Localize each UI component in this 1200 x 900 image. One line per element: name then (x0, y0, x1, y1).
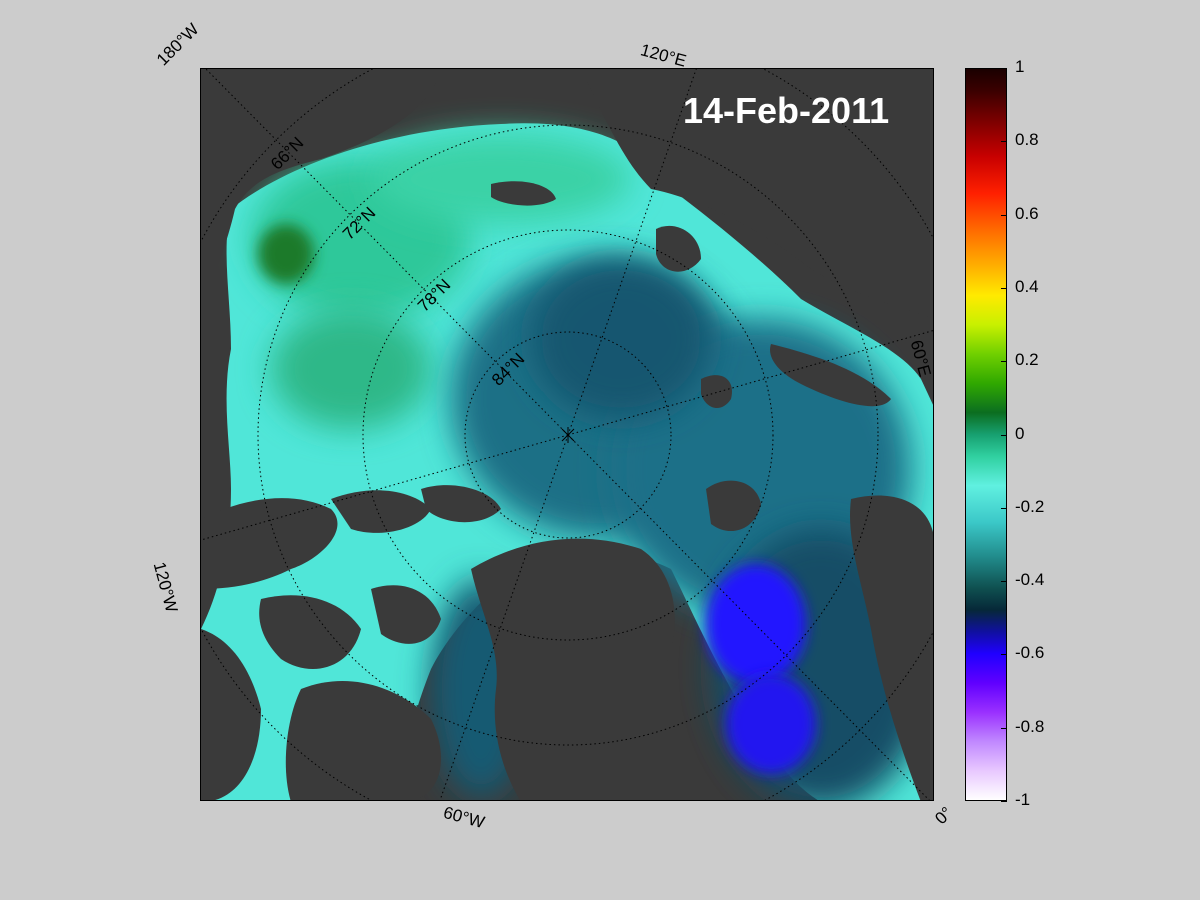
lon-label-60w: 60°W (441, 802, 487, 833)
canadian-archipelago (201, 485, 501, 800)
colorbar-tick-mark (1001, 581, 1007, 582)
colorbar-tick-mark (1001, 508, 1007, 509)
colorbar-tick-mark (1001, 288, 1007, 289)
lon-label-0: 0° (931, 803, 957, 829)
anomaly-field (201, 123, 933, 800)
colorbar-tick-mark (1001, 361, 1007, 362)
chukotka (235, 69, 441, 209)
colorbar-tick-mark (1001, 654, 1007, 655)
colorbar (965, 68, 1007, 801)
colorbar-tick-label: 0.2 (1015, 350, 1039, 370)
svalbard (706, 480, 761, 532)
colorbar-tick-label: -1 (1015, 790, 1031, 809)
siberia (581, 69, 933, 319)
colorbar-tick-label: -0.2 (1015, 496, 1045, 516)
colorbar-tick-label: -0.8 (1015, 716, 1045, 736)
colorbar-tick-label: 0 (1015, 423, 1025, 443)
date-label: 14-Feb-2011 (683, 90, 890, 131)
colorbar-tick-label: 0.8 (1015, 130, 1039, 150)
lon-label-120e: 120°E (638, 40, 689, 71)
colorbar-tick-mark (1001, 215, 1007, 216)
colorbar-tick-label: -0.4 (1015, 570, 1045, 590)
colorbar-tick-mark (1001, 141, 1007, 142)
scandinavia (850, 495, 933, 800)
colorbar-tick-label: 1 (1015, 57, 1025, 76)
severnaya-zemlya (656, 225, 701, 272)
colorbar-tick-mark (1001, 68, 1007, 69)
colorbar-tick-mark (1001, 801, 1007, 802)
map-svg: 66°N 72°N 78°N 84°N (201, 69, 933, 800)
north-pole-marker (561, 427, 575, 443)
franz-josef-land (701, 375, 732, 409)
colorbar-tick-mark (1001, 435, 1007, 436)
lon-label-120w: 120°W (149, 560, 182, 615)
alaska (201, 69, 235, 309)
colorbar-tick-label: 0.4 (1015, 276, 1039, 296)
graticule (201, 69, 933, 800)
arctic-map: 66°N 72°N 78°N 84°N (200, 68, 934, 801)
novaya-zemlya (770, 344, 891, 407)
colorbar-tick-label: 0.6 (1015, 203, 1039, 223)
lon-label-180w: 180°W (152, 19, 203, 70)
new-siberian-islands (491, 181, 556, 206)
colorbar-tick-mark (1001, 728, 1007, 729)
greenland (471, 538, 675, 800)
colorbar-tick-label: -0.6 (1015, 643, 1045, 663)
